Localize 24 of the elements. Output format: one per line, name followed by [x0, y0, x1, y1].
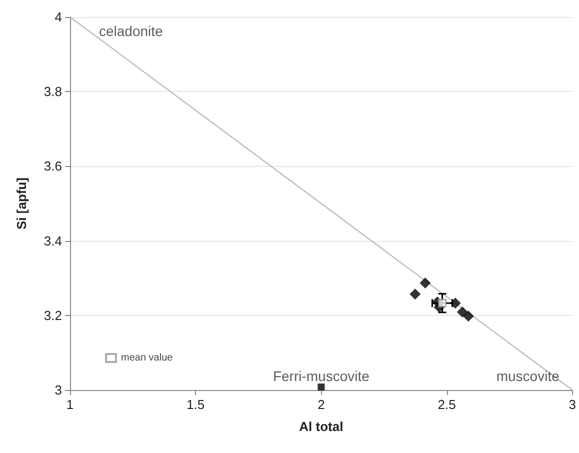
- point: [420, 277, 431, 288]
- y-tick-label: 3.4: [44, 233, 62, 248]
- y-tick-label: 3: [54, 382, 62, 398]
- point: [456, 306, 468, 318]
- point: [410, 288, 421, 300]
- y-axis-title: Si [apfu]: [14, 178, 29, 230]
- x-tick-label: 2.5: [438, 397, 456, 412]
- point: [450, 298, 461, 309]
- x-axis-title: Al total: [299, 419, 344, 434]
- point: [462, 310, 474, 322]
- y-tick-label: 4: [54, 10, 62, 24]
- annotation: muscovite: [496, 368, 560, 384]
- x-tick-label: 1: [66, 397, 74, 412]
- legend-label: mean value: [121, 352, 174, 364]
- y-tick-label: 3.8: [44, 84, 62, 100]
- annotation: Ferri-muscovite: [272, 368, 370, 384]
- y-tick-label: 3.2: [44, 308, 62, 323]
- x-tick-label: 1.5: [186, 397, 205, 412]
- x-tick-label: 2: [318, 397, 325, 412]
- y-tick-label: 3.6: [44, 158, 62, 174]
- point: [318, 384, 325, 391]
- x-tick-label: 3: [568, 397, 576, 412]
- annotation: celadonite: [99, 23, 164, 39]
- point: [438, 298, 447, 308]
